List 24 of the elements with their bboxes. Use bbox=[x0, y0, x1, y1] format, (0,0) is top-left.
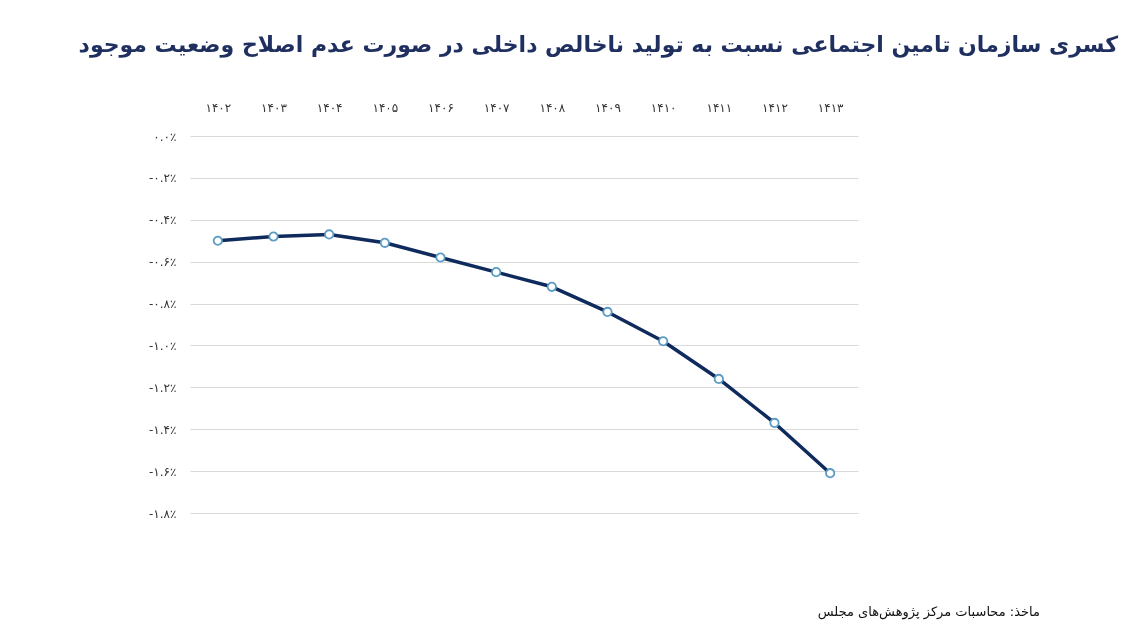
y-tick-label: -۰.۶٪ bbox=[149, 255, 177, 270]
x-tick-label: ۱۴۰۳ bbox=[261, 100, 288, 115]
y-tick-label: -۱.۴٪ bbox=[149, 422, 177, 437]
y-tick-label: -۱.۲٪ bbox=[149, 380, 177, 395]
chart-title: کسری سازمان تامین اجتماعی نسبت به تولید ناخالص داخلی در صورت عدم اصلاح وضعیت موجود bbox=[78, 32, 1119, 58]
x-tick-label: ۱۴۰۸ bbox=[539, 100, 566, 115]
y-tick-label: -۱.۶٪ bbox=[149, 464, 177, 479]
x-tick-label: ۱۴۱۲ bbox=[762, 100, 788, 115]
y-tick-label: -۱.۰٪ bbox=[149, 338, 177, 353]
x-tick-label: ۱۴۰۲ bbox=[205, 100, 232, 115]
x-tick-label: ۱۴۱۱ bbox=[706, 100, 733, 115]
x-tick-label: ۱۴۰۷ bbox=[483, 100, 511, 115]
y-tick-label: -۰.۸٪ bbox=[149, 297, 177, 312]
x-tick-label: ۱۴۱۳ bbox=[817, 100, 845, 115]
x-tick-label: ۱۴۱۰ bbox=[650, 100, 677, 115]
text: ماخذ: محاسبات مرکز پژوهش‌های مجلس bbox=[817, 604, 1040, 620]
y-tick-label: -۱.۸٪ bbox=[149, 506, 177, 521]
y-tick-label: -۰.۴٪ bbox=[149, 213, 177, 228]
x-tick-label: ۱۴۰۹ bbox=[595, 100, 621, 115]
x-tick-label: ۱۴۰۵ bbox=[372, 100, 399, 115]
y-tick-label: ۰.۰٪ bbox=[153, 129, 177, 144]
x-tick-label: ۱۴۰۴ bbox=[316, 100, 343, 115]
x-tick-label: ۱۴۰۶ bbox=[428, 100, 454, 115]
y-tick-label: -۰.۲٪ bbox=[149, 171, 177, 186]
